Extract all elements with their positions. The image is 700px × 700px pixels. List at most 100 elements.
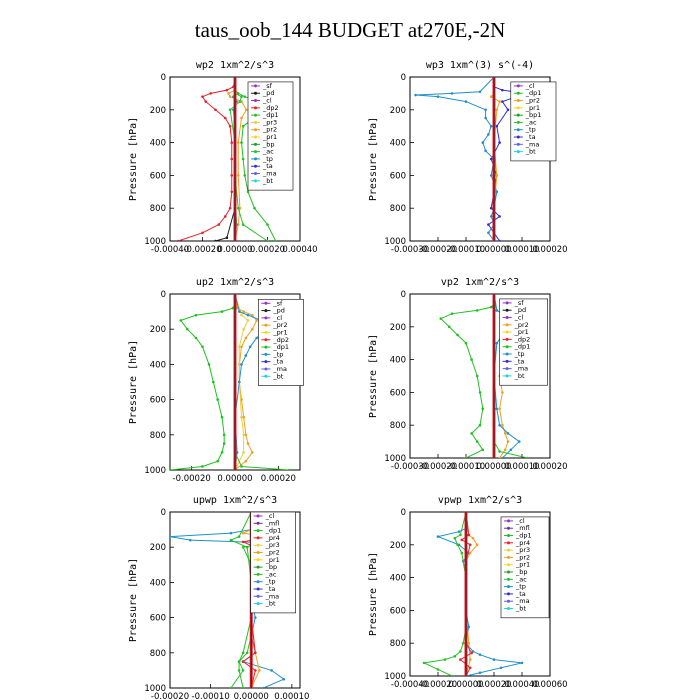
chart-title: upwp 1xm^2/s^3: [193, 495, 277, 506]
data-point: [520, 661, 524, 665]
data-point: [414, 93, 417, 97]
data-point: [282, 677, 286, 681]
data-point: [475, 543, 479, 547]
data-point: [468, 551, 472, 555]
data-point: [270, 669, 273, 672]
y-tick-label: 600: [150, 614, 166, 624]
plot-frame: [409, 511, 551, 677]
legend-entry: _ma: [262, 170, 277, 178]
x-tick-label: -0.00020: [419, 462, 457, 472]
x-tick-label: -0.00020: [419, 245, 457, 255]
legend-entry: _ma: [515, 597, 530, 605]
x-tick-label: -0.00010: [447, 462, 485, 472]
data-point: [487, 133, 490, 136]
data-point: [468, 658, 472, 661]
data-point: [245, 545, 249, 549]
legend-entry: _tp: [515, 583, 526, 591]
data-point: [489, 174, 493, 177]
series-line-dp1: [439, 294, 495, 458]
x-tick-label: -0.00010: [192, 692, 230, 700]
legend-marker: [516, 142, 520, 146]
legend-marker: [505, 316, 509, 320]
legend-entry: _pr1: [265, 556, 280, 564]
legend-entry: _ma: [272, 365, 287, 373]
data-point: [238, 310, 241, 313]
legend-entry: _pr3: [515, 546, 530, 554]
data-point: [204, 100, 208, 103]
data-point: [242, 327, 245, 331]
legend-marker: [256, 543, 260, 547]
y-tick-label: 1000: [384, 454, 406, 464]
data-point: [498, 407, 501, 411]
y-tick-label: 200: [390, 323, 406, 333]
legend-entry: _bt: [515, 605, 526, 613]
legend-marker: [264, 374, 268, 378]
data-point: [209, 92, 212, 95]
data-point: [447, 325, 451, 329]
legend-marker: [256, 587, 260, 591]
data-point: [237, 669, 241, 672]
y-tick-label: 1000: [384, 237, 406, 247]
legend-marker: [254, 113, 257, 117]
data-point: [503, 448, 507, 452]
data-point: [266, 223, 269, 226]
data-point: [228, 108, 232, 112]
y-tick-label: 0: [401, 73, 406, 83]
data-point: [495, 108, 499, 112]
legend-marker: [264, 338, 268, 342]
legend-marker: [264, 323, 268, 327]
data-point: [253, 206, 256, 210]
legend-entry: _ta: [515, 590, 526, 598]
data-point: [217, 223, 221, 226]
legend-marker: [507, 599, 510, 603]
x-tick-label: 0.00000: [476, 245, 511, 255]
y-axis-label: Pressure [hPa]: [128, 117, 139, 201]
data-point: [220, 310, 224, 313]
y-tick-label: 400: [150, 139, 166, 149]
legend-entry: _bt: [525, 148, 536, 156]
x-tick-label: 0.00000: [234, 692, 269, 700]
data-point: [194, 336, 198, 340]
data-point: [229, 538, 233, 542]
legend-entry: _dp2: [514, 335, 531, 343]
data-point: [498, 215, 501, 218]
data-point: [251, 327, 254, 331]
data-point: [506, 440, 510, 443]
legend-marker: [256, 558, 260, 562]
legend-entry: _cl: [265, 512, 275, 520]
legend-marker: [264, 345, 268, 349]
legend-marker: [254, 142, 257, 146]
legend-entry: _dp1: [265, 527, 282, 535]
legend-marker: [264, 301, 268, 305]
data-point: [201, 231, 204, 235]
chart-vp2: vp2 1xm^2/s^302004006008001000-0.00030-0…: [368, 277, 568, 472]
data-point: [489, 215, 493, 218]
legend-marker: [505, 301, 509, 305]
data-point: [501, 456, 504, 458]
data-point: [238, 380, 241, 384]
data-point: [240, 313, 243, 317]
data-point: [274, 239, 277, 241]
legend-marker: [507, 548, 510, 552]
legend-marker: [507, 526, 510, 530]
data-point: [235, 451, 239, 454]
legend-box: [499, 298, 548, 386]
data-point: [242, 451, 245, 454]
legend-entry: _dp1: [515, 532, 532, 540]
chart-up2: up2 1xm^2/s^3 0 200 400 600 800 1000 -0.00020 0.…: [128, 277, 304, 484]
legend-entry: _pr2: [262, 126, 277, 134]
legend-entry: _mfl: [265, 519, 280, 527]
legend-entry: _cl: [262, 97, 272, 105]
y-tick-label: 600: [390, 606, 406, 616]
series-line-ac: [229, 77, 268, 241]
data-point: [244, 459, 248, 463]
data-point: [179, 319, 183, 322]
legend-entry: _bt: [272, 372, 283, 380]
legend-marker: [505, 330, 509, 334]
legend-marker: [507, 585, 510, 589]
chart-title: wp3 1xm^(3) s^(-4): [426, 60, 534, 71]
x-tick-label: -0.00030: [391, 245, 429, 255]
data-point: [470, 432, 473, 435]
data-point: [236, 141, 240, 144]
data-point: [254, 651, 257, 655]
